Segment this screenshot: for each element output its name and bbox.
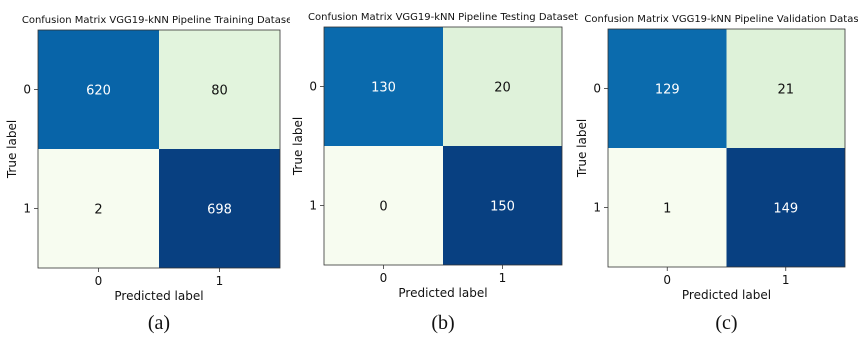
x-tick-label: 0 xyxy=(95,274,103,288)
matrix-cell-1-1 xyxy=(443,146,562,265)
subfigure-caption: (a) xyxy=(147,312,171,334)
cell-value-label: 21 xyxy=(777,83,794,98)
x-tick-label: 0 xyxy=(663,273,671,287)
confusion-matrix-panel-2: Confusion Matrix VGG19-kNN Pipeline Vali… xyxy=(568,0,858,342)
y-tick-label: 0 xyxy=(309,80,317,94)
subfigure-caption: (c) xyxy=(715,312,738,334)
y-tick-label: 1 xyxy=(309,199,317,213)
matrix-cell-0-1 xyxy=(726,29,845,148)
matrix-cell-0-0 xyxy=(608,29,727,148)
matrix-cell-0-0 xyxy=(38,30,159,149)
x-axis-label: Predicted label xyxy=(114,289,203,303)
matrix-cell-0-1 xyxy=(443,27,562,146)
x-tick-label: 0 xyxy=(380,271,388,285)
chart-title: Confusion Matrix VGG19-kNN Pipeline Vali… xyxy=(584,14,858,25)
cell-value-label: 620 xyxy=(86,84,111,99)
matrix-cell-1-1 xyxy=(726,148,845,267)
matrix-cell-0-0 xyxy=(324,27,443,146)
cell-value-label: 149 xyxy=(773,202,798,217)
matrix-cell-1-0 xyxy=(608,148,727,267)
x-tick-label: 1 xyxy=(782,273,790,287)
matrix-cell-1-0 xyxy=(38,149,159,268)
plot-frame xyxy=(37,29,281,269)
confusion-matrix-svg: Confusion Matrix VGG19-kNN Pipeline Trai… xyxy=(5,15,290,303)
x-tick-label: 1 xyxy=(499,271,507,285)
y-axis-label: True label xyxy=(575,119,589,178)
cell-value-label: 0 xyxy=(379,200,387,215)
x-tick-label: 1 xyxy=(216,274,224,288)
cell-value-label: 20 xyxy=(494,81,511,96)
cell-value-label: 2 xyxy=(94,203,102,218)
y-tick-label: 1 xyxy=(593,201,601,215)
cell-value-label: 150 xyxy=(490,200,515,215)
confusion-matrix-panel-0: Confusion Matrix VGG19-kNN Pipeline Trai… xyxy=(0,0,290,342)
y-tick-label: 1 xyxy=(23,202,31,216)
matrix-cell-0-1 xyxy=(159,30,280,149)
matrix-cell-1-1 xyxy=(159,149,280,268)
x-axis-label: Predicted label xyxy=(398,286,487,300)
confusion-matrix-svg: Confusion Matrix VGG19-kNN Pipeline Test… xyxy=(291,12,578,300)
cell-value-label: 130 xyxy=(371,81,396,96)
chart-title: Confusion Matrix VGG19-kNN Pipeline Test… xyxy=(308,12,578,23)
y-tick-label: 0 xyxy=(593,82,601,96)
confusion-matrix-panel-1: Confusion Matrix VGG19-kNN Pipeline Test… xyxy=(290,0,578,342)
plot-frame xyxy=(323,26,563,266)
subfigure-caption: (b) xyxy=(431,312,455,334)
chart-title: Confusion Matrix VGG19-kNN Pipeline Trai… xyxy=(22,15,290,26)
plot-frame xyxy=(607,28,846,268)
y-tick-label: 0 xyxy=(23,83,31,97)
cell-value-label: 80 xyxy=(211,84,228,99)
y-axis-label: True label xyxy=(291,117,305,176)
confusion-matrix-svg: Confusion Matrix VGG19-kNN Pipeline Vali… xyxy=(575,14,858,302)
y-axis-label: True label xyxy=(5,120,19,179)
matrix-cell-1-0 xyxy=(324,146,443,265)
cell-value-label: 1 xyxy=(663,202,671,217)
cell-value-label: 698 xyxy=(207,203,232,218)
cell-value-label: 129 xyxy=(655,83,680,98)
x-axis-label: Predicted label xyxy=(682,288,771,302)
